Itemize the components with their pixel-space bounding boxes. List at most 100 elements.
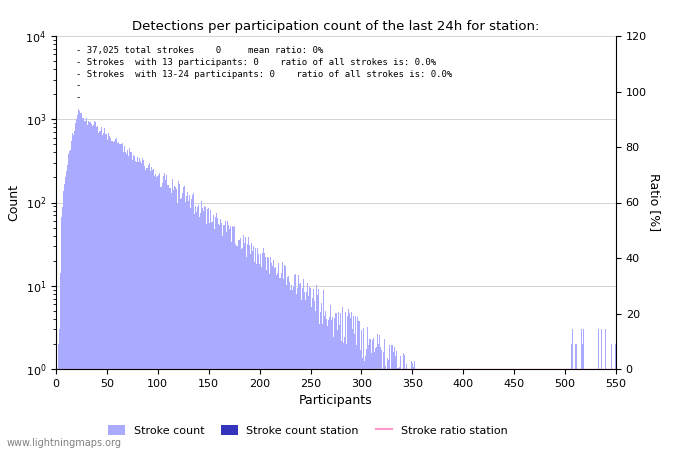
Bar [255, 248, 256, 450]
Bar [344, 312, 346, 450]
Bar [315, 311, 316, 450]
Bar [330, 306, 331, 450]
Bar [181, 198, 182, 450]
Bar [359, 321, 360, 450]
Bar [72, 133, 73, 450]
Bar [237, 246, 238, 450]
Bar [143, 160, 144, 450]
Bar [94, 122, 95, 450]
Bar [74, 131, 75, 450]
Bar [218, 224, 219, 450]
Bar [267, 256, 268, 450]
Bar [375, 348, 376, 450]
Bar [148, 166, 149, 450]
Bar [106, 134, 107, 450]
Bar [357, 317, 358, 450]
Bar [152, 170, 153, 450]
Bar [86, 117, 87, 450]
Bar [328, 320, 330, 450]
Bar [326, 319, 328, 450]
Bar [141, 163, 142, 450]
Bar [298, 275, 299, 450]
Bar [153, 170, 154, 450]
Bar [201, 201, 202, 450]
Bar [100, 131, 102, 450]
Bar [355, 316, 356, 450]
Bar [147, 168, 148, 450]
Bar [127, 150, 128, 450]
Bar [354, 334, 355, 450]
Bar [372, 340, 373, 450]
Bar [107, 140, 108, 450]
Bar [358, 321, 359, 450]
Bar [363, 328, 364, 450]
Bar [133, 155, 134, 450]
Bar [332, 317, 333, 450]
Bar [248, 237, 249, 450]
Bar [98, 133, 99, 450]
Bar [57, 344, 59, 450]
Bar [209, 223, 210, 450]
Bar [339, 324, 340, 450]
Bar [376, 347, 377, 450]
Bar [62, 191, 64, 450]
Bar [116, 138, 117, 450]
Bar [117, 143, 118, 450]
Bar [297, 288, 298, 450]
Bar [379, 335, 380, 450]
Bar [199, 217, 200, 450]
Bar [299, 284, 300, 450]
Bar [292, 290, 293, 450]
Bar [208, 208, 209, 450]
Bar [250, 254, 251, 450]
Bar [212, 222, 214, 450]
Bar [129, 148, 130, 450]
Bar [169, 188, 171, 450]
Bar [615, 344, 617, 450]
Bar [125, 152, 126, 450]
Bar [243, 235, 244, 450]
Bar [323, 290, 324, 450]
Bar [207, 209, 208, 450]
Bar [305, 300, 306, 450]
Bar [295, 274, 296, 450]
Bar [216, 213, 218, 450]
Bar [164, 173, 165, 450]
Bar [268, 258, 270, 450]
Bar [262, 253, 263, 450]
Bar [136, 162, 137, 450]
Bar [135, 161, 136, 450]
Bar [111, 141, 113, 450]
Bar [60, 273, 61, 450]
Bar [391, 345, 393, 450]
Bar [370, 338, 371, 450]
Bar [183, 187, 184, 450]
Bar [108, 133, 109, 450]
Bar [283, 279, 284, 450]
Bar [186, 196, 187, 450]
Text: - 37,025 total strokes    0     mean ratio: 0%
- Strokes  with 13 participants: : - 37,025 total strokes 0 mean ratio: 0% … [76, 46, 452, 102]
Bar [128, 156, 129, 450]
Bar [387, 358, 388, 450]
Bar [264, 253, 265, 450]
Bar [322, 324, 323, 450]
Bar [356, 346, 357, 450]
Bar [270, 257, 272, 450]
Bar [256, 264, 257, 450]
Bar [346, 316, 348, 450]
Bar [378, 344, 379, 450]
Bar [120, 144, 122, 450]
Bar [412, 364, 413, 450]
Bar [572, 329, 573, 450]
Bar [198, 206, 199, 450]
Bar [395, 351, 397, 450]
Bar [293, 287, 294, 450]
Bar [374, 352, 375, 450]
Bar [592, 369, 593, 450]
Bar [131, 152, 132, 450]
Bar [397, 368, 398, 450]
Bar [223, 225, 225, 450]
Bar [229, 229, 230, 450]
Bar [252, 252, 253, 450]
Bar [203, 212, 204, 450]
